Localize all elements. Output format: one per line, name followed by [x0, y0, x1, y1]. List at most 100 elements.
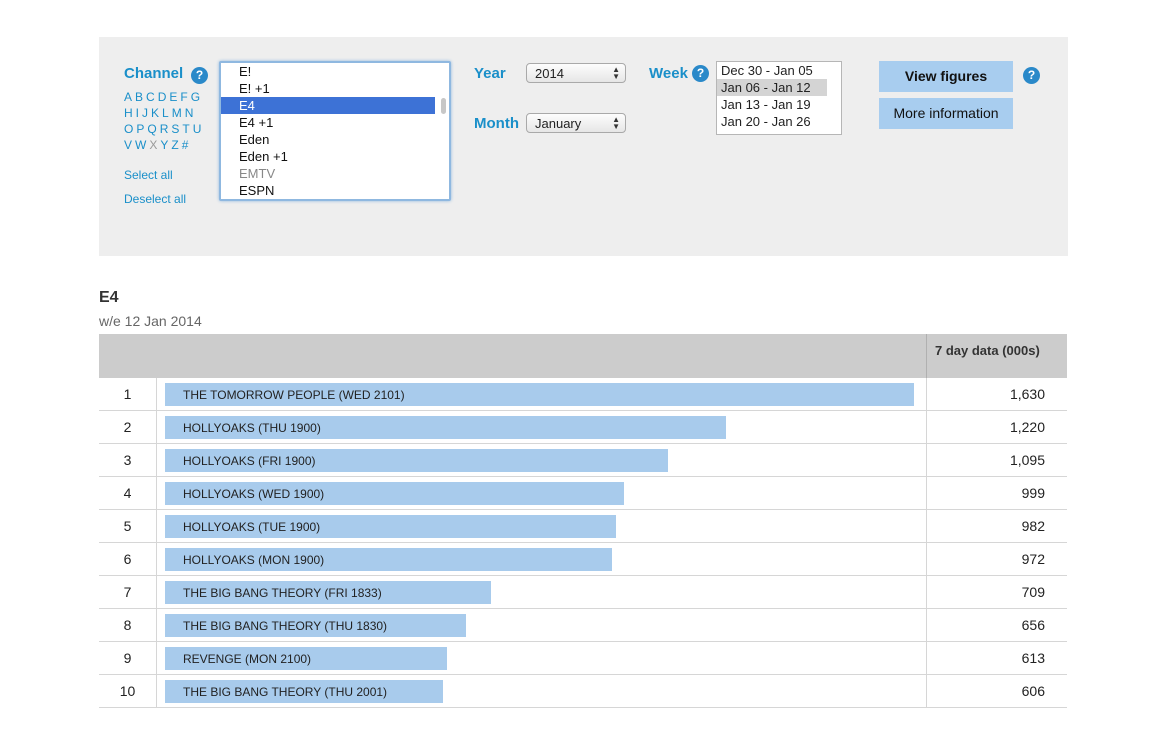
alphabet-letter-h[interactable]: H — [124, 106, 133, 120]
channel-option[interactable]: E! +1 — [239, 81, 270, 96]
select-arrows-icon: ▲ ▼ — [612, 115, 620, 131]
select-arrows-icon: ▲ ▼ — [612, 65, 620, 81]
table-header: 7 day data (000s) — [99, 334, 1067, 378]
rank-cell: 2 — [99, 411, 157, 443]
month-select[interactable]: January ▲ ▼ — [526, 113, 626, 133]
programme-name: THE TOMORROW PEOPLE (WED 2101) — [183, 388, 405, 402]
alphabet-letter-g[interactable]: G — [190, 90, 201, 104]
channel-option[interactable]: E4 +1 — [239, 115, 274, 130]
channel-help-icon[interactable]: ? — [191, 67, 208, 84]
programme-cell: HOLLYOAKS (MON 1900) — [156, 543, 927, 575]
rank-cell: 6 — [99, 543, 157, 575]
channel-option[interactable]: E4 — [221, 97, 435, 114]
alphabet-row: V W X Y Z # — [124, 138, 214, 154]
week-option[interactable]: Jan 20 - Jan 26 — [721, 114, 811, 129]
alphabet-letter-s[interactable]: S — [171, 122, 180, 136]
more-information-button[interactable]: More information — [879, 98, 1013, 129]
viewers-value: 613 — [1021, 650, 1045, 666]
alphabet-letter-v[interactable]: V — [124, 138, 133, 152]
value-bar — [165, 548, 612, 571]
alphabet-letter-r[interactable]: R — [159, 122, 169, 136]
programme-name: HOLLYOAKS (TUE 1900) — [183, 520, 321, 534]
deselect-all-link[interactable]: Deselect all — [124, 192, 187, 206]
alphabet-letter-p[interactable]: P — [136, 122, 145, 136]
year-label: Year — [474, 65, 506, 82]
alphabet-letter-l[interactable]: L — [162, 106, 169, 120]
table-row: 2 HOLLYOAKS (THU 1900) 1,220 — [99, 411, 1067, 444]
week-listbox[interactable]: Dec 30 - Jan 05 Jan 06 - Jan 12 Jan 13 - J… — [716, 61, 842, 135]
alphabet-letter-w[interactable]: W — [135, 138, 147, 152]
month-label: Month — [474, 115, 519, 132]
programme-name: HOLLYOAKS (THU 1900) — [183, 421, 321, 435]
rank-cell: 7 — [99, 576, 157, 608]
rank-cell: 9 — [99, 642, 157, 674]
channel-option[interactable]: Eden — [239, 132, 270, 147]
value-column-header: 7 day data (000s) — [926, 334, 1068, 378]
value-bar — [165, 581, 491, 604]
alphabet-letter-o[interactable]: O — [124, 122, 134, 136]
alphabet-letter-a[interactable]: A — [124, 90, 133, 104]
alphabet-letter-n[interactable]: N — [184, 106, 194, 120]
table-row: 8 THE BIG BANG THEORY (THU 1830) 656 — [99, 609, 1067, 642]
week-option[interactable]: Jan 06 - Jan 12 — [717, 79, 827, 96]
programme-name: HOLLYOAKS (WED 1900) — [183, 487, 325, 501]
channel-option[interactable]: ESPN — [239, 183, 275, 198]
alphabet-letter-z[interactable]: Z — [171, 138, 179, 152]
week-ending-subtitle: w/e 12 Jan 2014 — [99, 313, 202, 329]
programme-name: HOLLYOAKS (FRI 1900) — [183, 454, 316, 468]
programme-name: THE BIG BANG THEORY (FRI 1833) — [183, 586, 382, 600]
table-row: 10 THE BIG BANG THEORY (THU 2001) 606 — [99, 675, 1067, 708]
channel-listbox[interactable]: E! E! +1 E4 E4 +1 Eden Eden +1 EMTV ESPN — [219, 61, 451, 201]
table-row: 4 HOLLYOAKS (WED 1900) 999 — [99, 477, 1067, 510]
viewers-value: 709 — [1021, 584, 1045, 600]
view-help-icon[interactable]: ? — [1023, 67, 1040, 84]
rank-cell: 4 — [99, 477, 157, 509]
channel-option[interactable]: E! — [239, 64, 252, 79]
programme-cell: THE TOMORROW PEOPLE (WED 2101) — [156, 378, 927, 410]
year-select[interactable]: 2014 ▲ ▼ — [526, 63, 626, 83]
alphabet-letter-m[interactable]: M — [171, 106, 182, 120]
alphabet-letter-k[interactable]: K — [151, 106, 160, 120]
select-all-link[interactable]: Select all — [124, 168, 173, 182]
alphabet-letter-c[interactable]: C — [146, 90, 155, 104]
alphabet-letter-i[interactable]: I — [135, 106, 140, 120]
week-option[interactable]: Jan 13 - Jan 19 — [721, 97, 811, 112]
week-option[interactable]: Dec 30 - Jan 05 — [721, 63, 813, 78]
alphabet-letter-j[interactable]: J — [142, 106, 149, 120]
alphabet-letter-x: X — [149, 138, 158, 152]
rank-cell: 1 — [99, 378, 157, 410]
view-figures-button[interactable]: View figures — [879, 61, 1013, 92]
rank-cell: 3 — [99, 444, 157, 476]
alphabet-letter-f[interactable]: F — [180, 90, 188, 104]
programme-cell: HOLLYOAKS (WED 1900) — [156, 477, 927, 509]
viewers-value: 606 — [1021, 683, 1045, 699]
alphabet-letter-b[interactable]: B — [135, 90, 144, 104]
alphabet-letter-t[interactable]: T — [182, 122, 190, 136]
programme-cell: THE BIG BANG THEORY (THU 1830) — [156, 609, 927, 641]
channel-option[interactable]: Eden +1 — [239, 149, 288, 164]
channel-scrollbar[interactable] — [441, 98, 446, 114]
week-help-icon[interactable]: ? — [692, 65, 709, 82]
alphabet-letter-d[interactable]: D — [157, 90, 167, 104]
alphabet-letter-e[interactable]: E — [169, 90, 178, 104]
alphabet-filter: A B C D E F G H I J K L M N O P Q R S T U V W X Y Z # — [124, 90, 214, 154]
week-label: Week — [649, 65, 688, 82]
programme-name: THE BIG BANG THEORY (THU 1830) — [183, 619, 388, 633]
value-column-label: 7 day data (000s) — [935, 343, 1040, 358]
alphabet-letter-y[interactable]: Y — [160, 138, 169, 152]
alphabet-letter-q[interactable]: Q — [147, 122, 157, 136]
programme-name: HOLLYOAKS (MON 1900) — [183, 553, 325, 567]
year-value: 2014 — [535, 66, 564, 81]
channel-option[interactable]: EMTV — [239, 166, 276, 181]
value-bar — [165, 383, 914, 406]
month-value: January — [535, 116, 582, 131]
value-bar — [165, 482, 624, 505]
alphabet-letter-u[interactable]: U — [192, 122, 202, 136]
table-row: 5 HOLLYOAKS (TUE 1900) 982 — [99, 510, 1067, 543]
rank-cell: 8 — [99, 609, 157, 641]
programme-name: THE BIG BANG THEORY (THU 2001) — [183, 685, 388, 699]
alphabet-letter-hash[interactable]: # — [181, 138, 189, 152]
rank-cell: 10 — [99, 675, 157, 707]
